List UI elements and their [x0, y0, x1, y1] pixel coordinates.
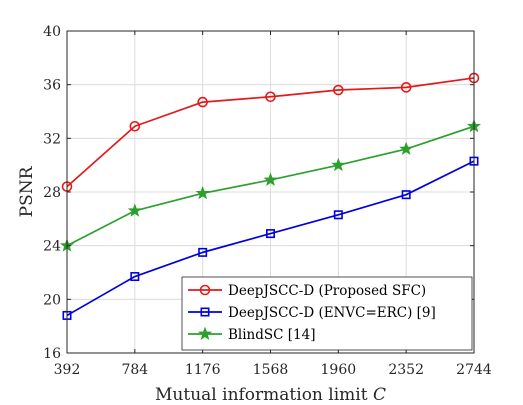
legend-marker-1 — [199, 284, 211, 296]
x-tick-label: 1568 — [253, 362, 289, 378]
series-3-point — [127, 203, 142, 217]
legend-marker-2 — [200, 307, 210, 317]
y-tick-label: 20 — [43, 292, 61, 308]
series-1-point — [129, 120, 141, 132]
series-markers — [59, 72, 482, 320]
series-2-point — [198, 247, 208, 257]
x-tick-label: 1176 — [185, 362, 221, 378]
legend-label-1: DeepJSCC-D (Proposed SFC) — [228, 283, 426, 299]
y-tick-label: 40 — [43, 24, 61, 40]
series-3-point — [195, 185, 210, 200]
series-2-point — [333, 210, 343, 220]
y-tick-labels: 16 20 24 28 32 36 40 — [43, 24, 61, 362]
x-tick-labels: 392 784 1176 1568 1960 2352 2744 — [54, 362, 492, 378]
series-2-point — [130, 272, 140, 282]
series-1-point — [400, 82, 412, 93]
series-2-point — [401, 190, 411, 200]
series-3-point — [263, 172, 278, 186]
y-tick-label: 32 — [43, 131, 61, 147]
legend-box — [181, 276, 473, 351]
y-tick-label: 16 — [43, 346, 61, 362]
x-axis-label: Mutual information limit C — [155, 385, 386, 405]
series-line-1 — [66, 77, 475, 188]
legend-label-3: BlindSC [14] — [228, 327, 315, 343]
legend-marker-3 — [197, 326, 213, 340]
series-2-point — [265, 229, 275, 239]
y-axis-label: PSNR — [17, 165, 37, 217]
series-3-point — [399, 141, 414, 156]
series-1-point — [197, 96, 208, 108]
legend: DeepJSCC-D (Proposed SFC) DeepJSCC-D (ENV… — [181, 276, 473, 351]
x-tick-label: 784 — [121, 362, 148, 378]
x-tick-label: 392 — [54, 362, 81, 378]
series-1-point — [333, 84, 344, 96]
series-line-2 — [66, 160, 475, 317]
x-tick-label: 2352 — [388, 362, 424, 378]
y-tick-label: 36 — [43, 78, 61, 94]
series-1-point — [265, 91, 276, 103]
series-3-point — [331, 157, 346, 172]
y-tick-label: 24 — [43, 239, 61, 255]
y-tick-label: 28 — [43, 185, 61, 201]
x-tick-label: 1960 — [321, 362, 357, 378]
legend-label-2: DeepJSCC-D (ENVC=ERC) [9] — [228, 305, 436, 321]
x-tick-label: 2744 — [456, 362, 492, 378]
